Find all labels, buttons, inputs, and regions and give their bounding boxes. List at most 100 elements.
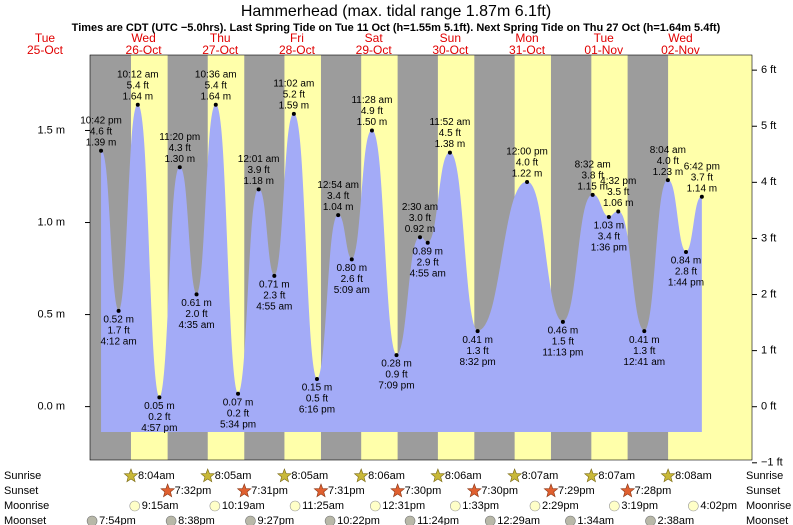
- row-time: 8:08am: [675, 470, 712, 482]
- tide-point: [236, 391, 241, 396]
- day-date: 30-Oct: [432, 43, 469, 57]
- day-name: Tue: [594, 31, 615, 45]
- tide-point: [116, 308, 121, 313]
- tide-point: [475, 329, 480, 334]
- meter-label: 0.41 m: [462, 335, 493, 346]
- moonset-icon: [565, 515, 576, 525]
- tide-point: [425, 240, 430, 245]
- y-tick-label: 0.0 m: [37, 401, 65, 413]
- row-time: 11:24pm: [417, 515, 459, 525]
- row-time: 10:19am: [222, 500, 265, 512]
- tide-point: [157, 395, 162, 400]
- time-label: 11:52 am: [429, 117, 470, 128]
- feet-label: 4.9 ft: [361, 106, 383, 117]
- tide-point: [560, 319, 565, 324]
- feet-label: 5.4 ft: [127, 80, 149, 91]
- time-label: 10:42 pm: [80, 115, 122, 126]
- meter-label: 1.59 m: [279, 101, 310, 112]
- day-date: 02-Nov: [661, 43, 700, 57]
- meter-label: 0.89 m: [412, 246, 443, 257]
- sunrise-icon: [583, 468, 599, 483]
- feet-label: 3.0 ft: [409, 213, 431, 224]
- tide-point: [417, 235, 422, 240]
- tide-point: [590, 192, 595, 197]
- time-label: 1:36 pm: [591, 243, 627, 254]
- feet-label: 0.9 ft: [385, 370, 407, 381]
- row-time: 7:54pm: [99, 515, 136, 525]
- day-date: 28-Oct: [279, 43, 316, 57]
- moonset-icon: [86, 515, 98, 525]
- row-time: 7:30pm: [481, 485, 518, 497]
- tide-area: [101, 104, 702, 433]
- tide-point: [213, 102, 218, 107]
- row-time: 3:19pm: [621, 500, 658, 512]
- moonset-icon: [245, 515, 256, 525]
- feet-label: 3.7 ft: [691, 172, 713, 183]
- moonset-icon: [165, 515, 177, 525]
- day-date: 01-Nov: [584, 43, 623, 57]
- feet-label: 4.0 ft: [657, 156, 679, 167]
- sunset-icon: [466, 483, 482, 498]
- row-label: Moonrise: [746, 500, 791, 512]
- day-date: 27-Oct: [202, 43, 239, 57]
- y2-tick-label: 5 ft: [761, 120, 776, 132]
- time-label: 6:16 pm: [299, 405, 335, 416]
- time-label: 5:34 pm: [220, 419, 256, 430]
- time-label: 10:36 am: [195, 69, 237, 80]
- time-label: 11:13 pm: [542, 348, 583, 359]
- sunset-icon: [160, 483, 176, 498]
- tide-point: [369, 128, 374, 133]
- sunset-icon: [390, 483, 406, 498]
- feet-label: 3.5 ft: [607, 187, 629, 198]
- tide-point: [525, 180, 530, 185]
- y2-tick-label: 6 ft: [761, 64, 776, 76]
- meter-label: 0.46 m: [548, 326, 579, 337]
- time-label: 12:00 pm: [506, 147, 548, 158]
- day-name: Tue: [35, 31, 56, 45]
- moonset-icon: [404, 515, 416, 525]
- meter-label: 1.22 m: [512, 169, 543, 180]
- tide-point: [349, 257, 354, 262]
- time-label: 1:44 pm: [668, 278, 704, 289]
- sunset-icon: [620, 483, 636, 498]
- chart-subtitle: Times are CDT (UTC −5.0hrs). Last Spring…: [72, 22, 721, 34]
- time-label: 11:20 pm: [159, 132, 200, 143]
- row-time: 1:33pm: [462, 500, 499, 512]
- meter-label: 1.18 m: [243, 176, 274, 187]
- sunrise-icon: [507, 468, 523, 483]
- feet-label: 2.0 ft: [185, 309, 207, 320]
- time-label: 10:12 am: [117, 69, 159, 80]
- moonrise-icon: [289, 500, 301, 512]
- sunrise-icon: [353, 468, 369, 483]
- row-time: 8:05am: [291, 470, 328, 482]
- row-time: 8:06am: [445, 470, 482, 482]
- sunset-icon: [313, 483, 329, 498]
- row-time: 4:02pm: [700, 500, 737, 512]
- y2-tick-label: −1 ft: [761, 457, 783, 469]
- row-label: Moonrise: [4, 500, 49, 512]
- sunset-icon: [543, 483, 559, 498]
- day-name: Wed: [131, 31, 155, 45]
- day-date: 25-Oct: [27, 43, 64, 57]
- tide-point: [606, 215, 611, 219]
- moonrise-icon: [609, 500, 620, 512]
- time-label: 6:42 pm: [684, 161, 720, 172]
- feet-label: 5.4 ft: [205, 80, 227, 91]
- tide-point: [665, 178, 670, 183]
- row-label: Sunset: [746, 485, 780, 497]
- feet-label: 1.5 ft: [552, 337, 574, 348]
- day-name: Sat: [365, 31, 384, 45]
- row-time: 11:25am: [302, 500, 344, 512]
- time-label: 12:01 am: [238, 154, 280, 165]
- meter-label: 1.64 m: [200, 91, 231, 102]
- row-time: 8:06am: [368, 470, 405, 482]
- meter-label: 1.64 m: [123, 91, 154, 102]
- row-label: Sunrise: [746, 470, 783, 482]
- y2-tick-label: 1 ft: [761, 345, 776, 357]
- row-time: 8:38pm: [178, 515, 215, 525]
- meter-label: 0.41 m: [629, 335, 660, 346]
- row-time: 7:28pm: [635, 485, 672, 497]
- meter-label: 0.05 m: [144, 401, 175, 412]
- meter-label: 0.28 m: [381, 359, 412, 370]
